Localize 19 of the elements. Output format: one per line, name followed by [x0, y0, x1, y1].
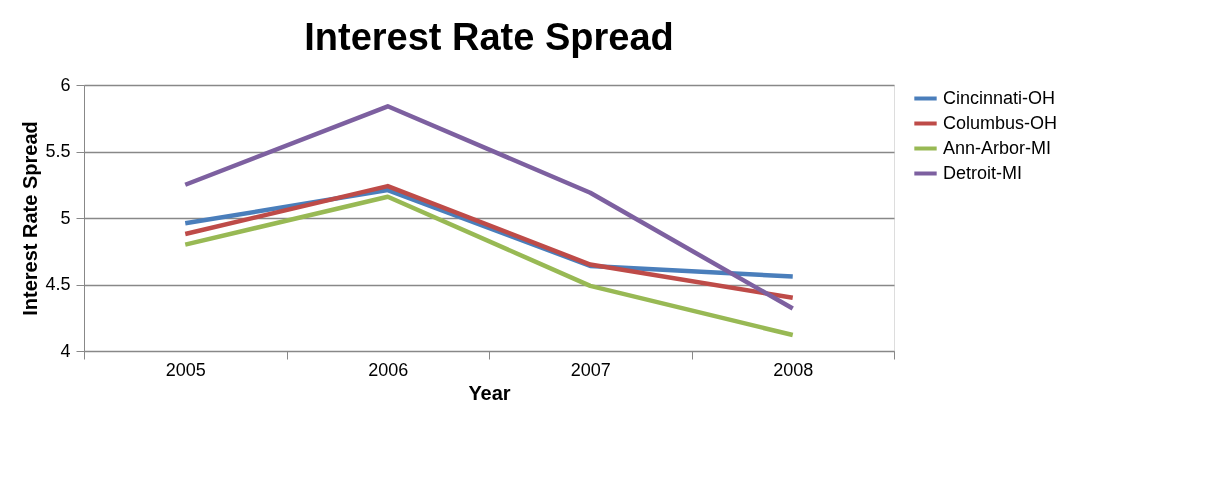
x-tick-label: 2008 [773, 359, 814, 380]
y-tick-label: 4.5 [45, 274, 71, 294]
chart-title: Interest Rate Spread [304, 16, 674, 58]
legend-label: Detroit-MI [943, 162, 1023, 183]
line-series [183, 183, 795, 301]
x-tick-label: 2007 [570, 359, 611, 380]
x-axis-title: Year [468, 381, 511, 404]
x-tick-label: 2006 [368, 359, 409, 380]
y-tick-label: 4 [60, 340, 71, 361]
y-axis-title: Interest Rate Spread [19, 121, 42, 316]
line-series [183, 194, 795, 338]
legend-label: Ann-Arbor-MI [943, 137, 1052, 158]
y-tick-label: 5.5 [45, 141, 71, 161]
y-tick-label: 5 [60, 207, 71, 228]
line-series [183, 104, 795, 311]
legend-label: Columbus-OH [943, 112, 1058, 133]
legend-label: Cincinnati-OH [943, 87, 1056, 108]
y-tick-label: 6 [60, 74, 71, 95]
x-tick-label: 2005 [165, 359, 206, 380]
